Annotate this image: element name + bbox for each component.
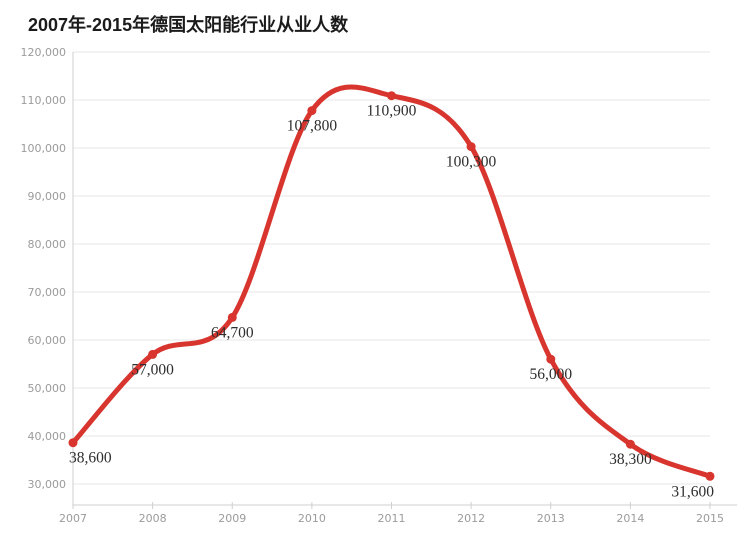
y-axis-tick-label: 80,000 bbox=[28, 238, 67, 251]
data-point-label: 57,000 bbox=[131, 361, 174, 378]
data-point-marker bbox=[546, 354, 556, 364]
y-axis-tick-label: 90,000 bbox=[28, 190, 67, 203]
data-point-label: 100,300 bbox=[446, 154, 497, 171]
data-point-marker bbox=[625, 439, 635, 449]
y-axis-tick-label: 100,000 bbox=[21, 142, 67, 155]
x-axis-tick-label: 2008 bbox=[139, 512, 167, 525]
x-axis-tick-label: 2009 bbox=[218, 512, 246, 525]
data-point-marker bbox=[387, 91, 396, 101]
y-axis-tick-label: 110,000 bbox=[21, 94, 67, 107]
x-axis-tick-label: 2012 bbox=[457, 512, 485, 525]
data-point-label: 56,000 bbox=[529, 366, 572, 383]
data-point-label: 31,600 bbox=[671, 483, 714, 500]
x-axis-tick-label: 2010 bbox=[298, 512, 326, 525]
data-point-marker bbox=[227, 312, 237, 322]
x-axis-tick-label: 2007 bbox=[59, 512, 87, 525]
data-point-label: 107,800 bbox=[287, 118, 338, 135]
x-axis-tick-label: 2014 bbox=[616, 512, 644, 525]
y-axis-tick-label: 40,000 bbox=[28, 430, 67, 443]
data-point-marker bbox=[148, 349, 158, 359]
data-point-marker bbox=[466, 142, 476, 152]
data-point-label: 38,600 bbox=[69, 450, 112, 467]
y-axis-tick-label: 60,000 bbox=[28, 334, 67, 347]
series-line bbox=[70, 84, 713, 479]
y-axis-tick-label: 120,000 bbox=[21, 46, 67, 59]
data-point-label: 64,700 bbox=[211, 324, 254, 341]
data-point-marker bbox=[307, 106, 317, 116]
y-axis-tick-label: 50,000 bbox=[28, 382, 67, 395]
data-point-label: 110,900 bbox=[367, 103, 417, 120]
data-point-marker bbox=[68, 438, 78, 448]
x-axis-tick-label: 2015 bbox=[696, 512, 724, 525]
x-axis-tick-label: 2011 bbox=[378, 512, 406, 525]
data-point-label: 38,300 bbox=[609, 451, 652, 468]
data-point-marker bbox=[705, 471, 715, 481]
x-axis-tick-label: 2013 bbox=[537, 512, 565, 525]
y-axis-tick-label: 70,000 bbox=[28, 286, 67, 299]
y-axis-tick-label: 30,000 bbox=[28, 478, 67, 491]
chart-title: 2007年-2015年德国太阳能行业从业人数 bbox=[28, 15, 349, 35]
